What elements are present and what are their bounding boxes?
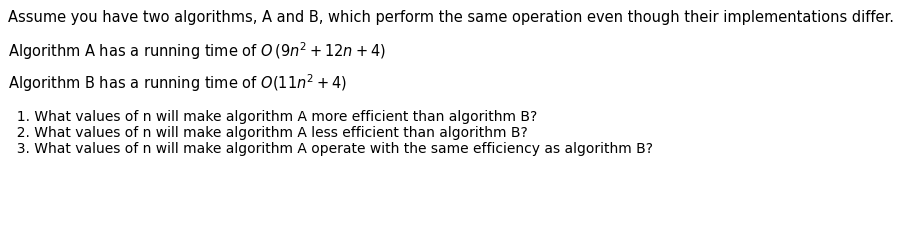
Text: 2. What values of n will make algorithm A less efficient than algorithm B?: 2. What values of n will make algorithm …: [8, 126, 528, 139]
Text: Algorithm A has a running time of $\mathit{O}\,(9n^2 + 12n + 4)$: Algorithm A has a running time of $\math…: [8, 40, 386, 62]
Text: Assume you have two algorithms, A and B, which perform the same operation even t: Assume you have two algorithms, A and B,…: [8, 10, 894, 25]
Text: 1. What values of n will make algorithm A more efficient than algorithm B?: 1. What values of n will make algorithm …: [8, 109, 538, 123]
Text: Algorithm B has a running time of $\mathit{O}(11n^2 + 4)$: Algorithm B has a running time of $\math…: [8, 72, 347, 93]
Text: 3. What values of n will make algorithm A operate with the same efficiency as al: 3. What values of n will make algorithm …: [8, 141, 653, 155]
